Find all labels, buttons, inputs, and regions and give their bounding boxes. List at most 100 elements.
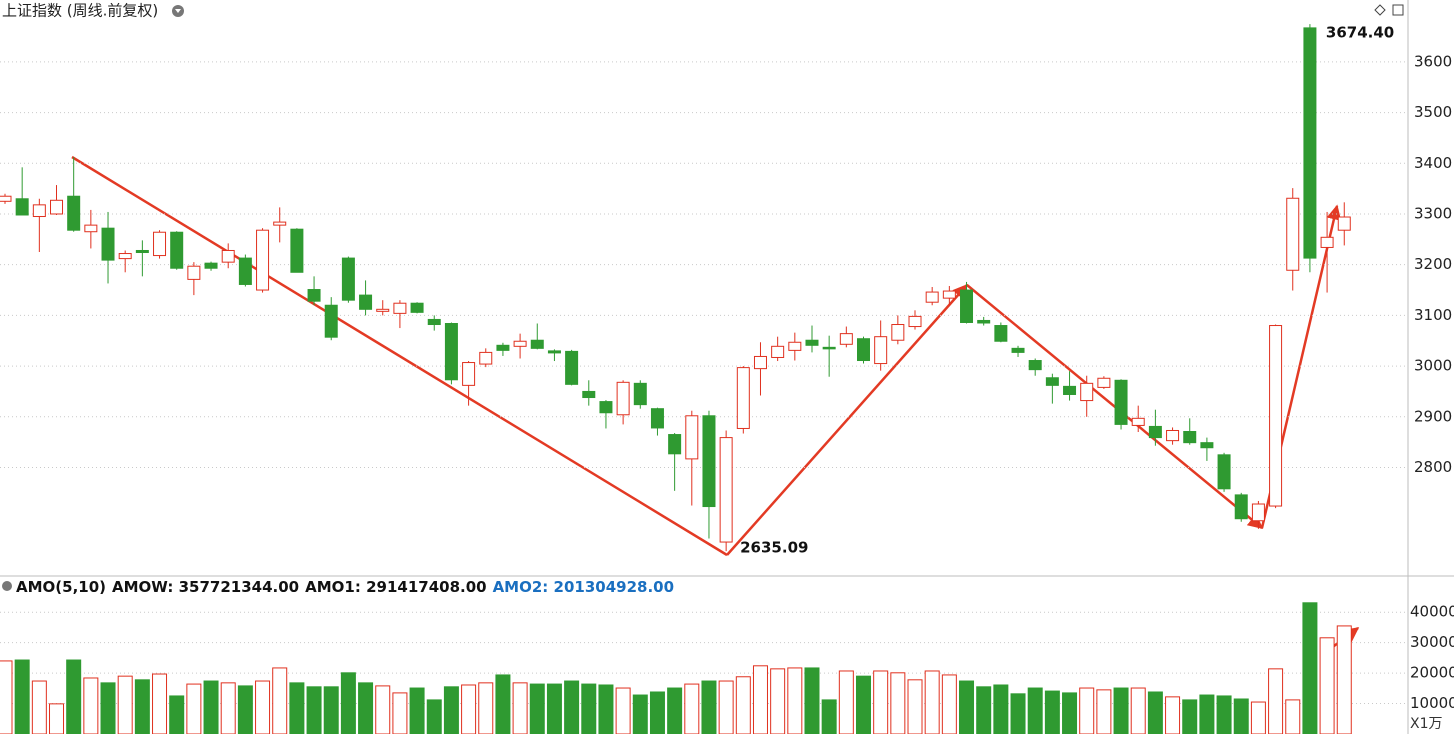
- volume-bar: [1079, 687, 1095, 734]
- volume-bar: [976, 686, 992, 734]
- candle-body: [324, 304, 338, 338]
- volume-bar: [443, 686, 459, 734]
- dropdown-arrow: [175, 9, 181, 13]
- volume-bar: [1147, 691, 1163, 734]
- volume-bar: [890, 672, 906, 734]
- candle-body: [1217, 454, 1231, 490]
- volume-bar: [770, 668, 786, 734]
- candle-body: [994, 325, 1008, 342]
- trend-line: [726, 283, 968, 556]
- candle-body: [839, 333, 853, 345]
- volume-bar: [1199, 694, 1215, 734]
- y-tick-label: 3500: [1414, 103, 1452, 121]
- candle-body: [788, 341, 802, 351]
- candle-body: [15, 198, 29, 216]
- volume-bar: [649, 691, 665, 734]
- y-tick-label: 3000: [1414, 357, 1452, 375]
- candle-body: [891, 324, 905, 341]
- candle-body: [1269, 325, 1283, 507]
- volume-bar: [409, 687, 425, 734]
- candle-body: [341, 257, 355, 301]
- volume-bar: [1319, 637, 1335, 734]
- volume-bar: [358, 682, 374, 734]
- candle-body: [153, 231, 167, 257]
- volume-bar: [289, 682, 305, 734]
- y-tick-label: 30000: [1410, 633, 1454, 651]
- candle-body: [513, 340, 527, 347]
- y-tick-label: 3200: [1414, 255, 1452, 273]
- volume-bar: [0, 660, 13, 734]
- candle-body: [462, 362, 476, 386]
- candle-body: [204, 262, 218, 269]
- candle-body: [67, 195, 81, 231]
- y-tick-label: 2900: [1414, 407, 1452, 425]
- volume-bar: [752, 665, 768, 734]
- indicator-title: AMO(5,10) AMOW: 357721344.00 AMO1: 2914174…: [16, 578, 674, 596]
- candle-body: [822, 346, 836, 350]
- candle-body: [496, 344, 510, 351]
- candle-body: [221, 249, 235, 263]
- volume-bar: [1302, 602, 1318, 734]
- y-tick-label: 3400: [1414, 154, 1452, 172]
- candle-body: [101, 227, 115, 261]
- volume-bar: [1216, 695, 1232, 734]
- volume-bar: [1285, 699, 1301, 734]
- y-tick-label: 3600: [1414, 52, 1452, 70]
- volume-bar: [959, 680, 975, 734]
- volume-bar: [323, 686, 339, 734]
- candle-body: [925, 291, 939, 303]
- volume-bar: [478, 682, 494, 734]
- candle-body: [1337, 216, 1351, 231]
- candle-body: [547, 350, 561, 354]
- candle-body: [1200, 442, 1214, 449]
- candle-body: [1148, 425, 1162, 439]
- candle-body: [1183, 431, 1197, 444]
- candle-body: [736, 367, 750, 429]
- volume-bar: [546, 683, 562, 734]
- candle-body: [530, 339, 544, 349]
- volume-bar: [1268, 668, 1284, 734]
- candle-body: [753, 355, 767, 370]
- candle-body: [874, 336, 888, 365]
- volume-bar: [684, 683, 700, 734]
- volume-bar: [375, 685, 391, 734]
- volume-bar: [1250, 701, 1266, 734]
- volume-bar: [615, 687, 631, 734]
- volume-bar: [1182, 699, 1198, 734]
- indicator-name: AMO(5,10): [16, 578, 106, 596]
- window-icon[interactable]: [1392, 4, 1404, 16]
- y-tick-label: 20000: [1410, 664, 1454, 682]
- volume-bar: [941, 674, 957, 734]
- candle-body: [273, 221, 287, 226]
- volume-bar: [718, 680, 734, 734]
- volume-bar: [787, 667, 803, 734]
- y-tick-label: 3100: [1414, 306, 1452, 324]
- candle-body: [805, 339, 819, 346]
- candle-body: [1131, 417, 1145, 426]
- candle-body: [0, 195, 12, 202]
- unit-label: X1万: [1410, 716, 1443, 732]
- volume-bar: [117, 675, 133, 734]
- indicator-dropdown[interactable]: [2, 581, 12, 591]
- volume-bar: [1062, 692, 1078, 734]
- candle-body: [599, 401, 613, 414]
- volume-bar: [632, 694, 648, 734]
- diamond-icon[interactable]: [1374, 4, 1386, 16]
- volume-bar: [1336, 625, 1352, 734]
- candle-body: [32, 204, 46, 218]
- volume-bar: [31, 680, 47, 734]
- volume-bar: [838, 670, 854, 734]
- candle-body: [582, 390, 596, 399]
- volume-bar: [220, 682, 236, 734]
- volume-bar: [495, 674, 511, 734]
- volume-bar: [993, 684, 1009, 734]
- volume-bar: [1096, 689, 1112, 734]
- volume-bar: [1233, 698, 1249, 734]
- legend-entry: AMO1: 291417408.00: [305, 578, 486, 596]
- candle-body: [942, 290, 956, 299]
- volume-bar: [169, 695, 185, 734]
- candle-body: [1028, 360, 1042, 371]
- volume-bar: [564, 680, 580, 734]
- volume-bar: [512, 682, 528, 734]
